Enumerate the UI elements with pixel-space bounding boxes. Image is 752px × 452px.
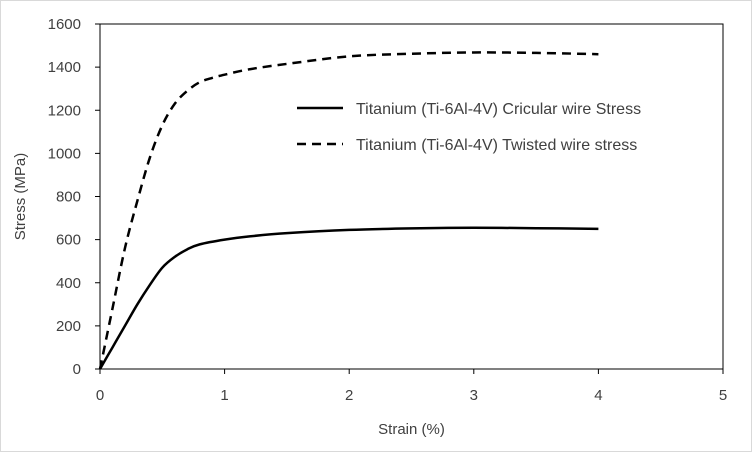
x-tick-label: 3: [470, 387, 478, 404]
y-tick-label: 1000: [48, 145, 81, 162]
y-tick-label: 600: [56, 232, 81, 249]
series-line-circular-wire: [98, 226, 599, 370]
legend-label: Titanium (Ti-6Al-4V) Twisted wire stress: [356, 137, 637, 154]
x-tick-label: 4: [594, 387, 602, 404]
x-axis-title: Strain (%): [378, 421, 445, 438]
x-tick-label: 2: [345, 387, 353, 404]
legend-label: Titanium (Ti-6Al-4V) Cricular wire Stres…: [356, 101, 641, 118]
x-tick-label: 5: [719, 387, 727, 404]
x-tick-label: 0: [96, 387, 104, 404]
y-tick-label: 1400: [48, 59, 81, 76]
y-tick-label: 400: [56, 275, 81, 292]
y-tick-label: 200: [56, 318, 81, 335]
y-tick-label: 800: [56, 189, 81, 206]
plot-area-border: [99, 23, 724, 370]
x-tick-label: 1: [220, 387, 228, 404]
y-axis-title: Stress (MPa): [12, 153, 29, 241]
y-tick-label: 1600: [48, 16, 81, 33]
y-tick-label: 1200: [48, 102, 81, 119]
y-tick-label: 0: [73, 361, 81, 378]
series-line-twisted-wire: [98, 51, 599, 370]
